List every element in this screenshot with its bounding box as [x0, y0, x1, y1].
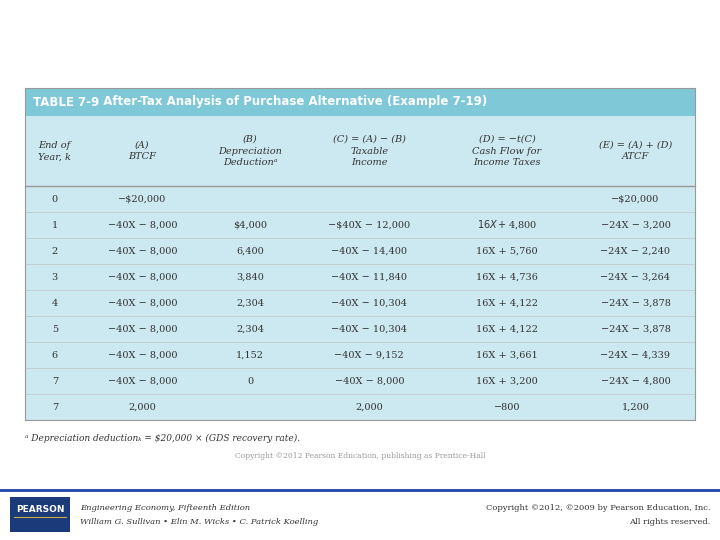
Text: (A)
BTCF: (A) BTCF: [128, 140, 156, 161]
Text: −$20,000: −$20,000: [611, 194, 660, 204]
Text: −$20,000: −$20,000: [118, 194, 166, 204]
Text: (B)
Depreciation
Deductionᵃ: (B) Depreciation Deductionᵃ: [218, 134, 282, 167]
Text: 2: 2: [52, 246, 58, 255]
Text: −40X − 8,000: −40X − 8,000: [107, 325, 177, 334]
Text: −24X − 3,878: −24X − 3,878: [600, 325, 670, 334]
Text: (C) = (A) − (B)
Taxable
Income: (C) = (A) − (B) Taxable Income: [333, 134, 406, 167]
Text: −40X − 8,000: −40X − 8,000: [335, 376, 404, 386]
Text: TABLE 7-9: TABLE 7-9: [33, 96, 99, 109]
Text: −40X − 8,000: −40X − 8,000: [107, 220, 177, 230]
Text: 1,152: 1,152: [236, 350, 264, 360]
Text: −$40X − 12,000: −$40X − 12,000: [328, 220, 410, 230]
Text: Copyright ©2012 Pearson Education, publishing as Prentice-Hall: Copyright ©2012 Pearson Education, publi…: [235, 452, 485, 460]
Text: 3: 3: [52, 273, 58, 281]
Text: 2,304: 2,304: [236, 299, 264, 307]
Text: William G. Sullivan • Elin M. Wicks • C. Patrick Koelling: William G. Sullivan • Elin M. Wicks • C.…: [80, 517, 318, 525]
Text: After-Tax Analysis of Purchase Alternative (Example 7-19): After-Tax Analysis of Purchase Alternati…: [95, 96, 487, 109]
Bar: [25, 116, 695, 420]
Text: 16X + 5,760: 16X + 5,760: [476, 246, 538, 255]
Text: −24X − 3,200: −24X − 3,200: [600, 220, 670, 230]
Text: −40X − 8,000: −40X − 8,000: [107, 246, 177, 255]
Text: Engineering Economy, Fifteenth Edition: Engineering Economy, Fifteenth Edition: [80, 504, 250, 512]
Text: 0: 0: [247, 376, 253, 386]
Text: $4,000: $4,000: [233, 220, 267, 230]
Text: −40X − 10,304: −40X − 10,304: [331, 325, 408, 334]
Text: −40X − 14,400: −40X − 14,400: [331, 246, 408, 255]
Text: (D) = −t(C)
Cash Flow for
Income Taxes: (D) = −t(C) Cash Flow for Income Taxes: [472, 134, 541, 167]
Text: 16X + 4,122: 16X + 4,122: [476, 299, 538, 307]
Text: −24X − 4,800: −24X − 4,800: [600, 376, 670, 386]
Text: 0: 0: [52, 194, 58, 204]
Text: 16X + 4,736: 16X + 4,736: [476, 273, 538, 281]
Text: 1,200: 1,200: [621, 402, 649, 411]
Text: −40X − 8,000: −40X − 8,000: [107, 273, 177, 281]
Text: 4: 4: [52, 299, 58, 307]
Text: 3,840: 3,840: [236, 273, 264, 281]
Text: −40X − 8,000: −40X − 8,000: [107, 376, 177, 386]
Text: −24X − 4,339: −24X − 4,339: [600, 350, 670, 360]
Text: −40X − 8,000: −40X − 8,000: [107, 299, 177, 307]
Text: 5: 5: [52, 325, 58, 334]
Text: 2,000: 2,000: [356, 402, 383, 411]
Text: (E) = (A) + (D)
ATCF: (E) = (A) + (D) ATCF: [599, 140, 672, 161]
Text: 16X + 3,200: 16X + 3,200: [476, 376, 538, 386]
Text: −24X − 3,264: −24X − 3,264: [600, 273, 670, 281]
Text: 1: 1: [52, 220, 58, 230]
Bar: [25, 88, 695, 116]
Text: 6: 6: [52, 350, 58, 360]
Text: End of
Year, k: End of Year, k: [38, 140, 71, 161]
Text: 6,400: 6,400: [236, 246, 264, 255]
Text: 2,304: 2,304: [236, 325, 264, 334]
Text: PEARSON: PEARSON: [16, 505, 64, 514]
Text: 16X + 3,661: 16X + 3,661: [476, 350, 538, 360]
Text: Copyright ©2012, ©2009 by Pearson Education, Inc.: Copyright ©2012, ©2009 by Pearson Educat…: [485, 504, 710, 512]
Text: ᵃ Depreciation deductionₖ = $20,000 × (GDS recovery rate).: ᵃ Depreciation deductionₖ = $20,000 × (G…: [25, 434, 300, 443]
Text: 16X + 4,122: 16X + 4,122: [476, 325, 538, 334]
Text: 7: 7: [52, 376, 58, 386]
Text: −40X − 9,152: −40X − 9,152: [334, 350, 404, 360]
Text: All rights reserved.: All rights reserved.: [629, 517, 710, 525]
Text: −24X − 3,878: −24X − 3,878: [600, 299, 670, 307]
Text: 7: 7: [52, 402, 58, 411]
Text: −800: −800: [494, 402, 521, 411]
Text: −40X − 8,000: −40X − 8,000: [107, 350, 177, 360]
Text: −40X − 11,840: −40X − 11,840: [331, 273, 408, 281]
Text: $16X + $4,800: $16X + $4,800: [477, 219, 537, 231]
Bar: [10, 497, 70, 532]
Text: 2,000: 2,000: [128, 402, 156, 411]
Text: −24X − 2,240: −24X − 2,240: [600, 246, 670, 255]
Text: −40X − 10,304: −40X − 10,304: [331, 299, 408, 307]
